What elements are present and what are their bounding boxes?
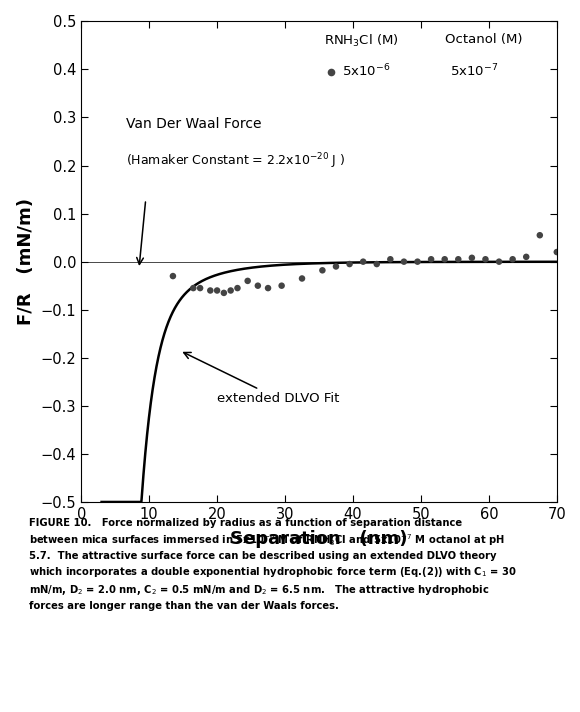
Point [212, 285, 222, 296]
Point [467, 252, 477, 263]
Y-axis label: F/R   (mN/m): F/R (mN/m) [17, 198, 35, 325]
Point [521, 251, 531, 263]
Text: Van Der Waal Force: Van Der Waal Force [126, 117, 262, 132]
Point [298, 273, 307, 284]
Point [195, 283, 205, 294]
Point [233, 283, 242, 294]
Point [372, 258, 382, 270]
Point [226, 285, 235, 296]
Point [440, 253, 450, 265]
Point [454, 253, 463, 265]
Text: Octanol (M): Octanol (M) [445, 33, 523, 46]
Point [386, 253, 395, 265]
Point [552, 246, 561, 258]
Point [413, 256, 422, 267]
Text: FIGURE 10.   Force normalized by radius as a function of separation distance
bet: FIGURE 10. Force normalized by radius as… [29, 518, 517, 611]
Point [481, 253, 490, 265]
Point [358, 256, 368, 267]
Text: 5x10$^{-6}$: 5x10$^{-6}$ [342, 63, 390, 79]
Text: RNH$_3$Cl (M): RNH$_3$Cl (M) [324, 33, 398, 49]
Point [277, 280, 287, 291]
Point [219, 287, 229, 298]
Point [263, 283, 273, 294]
Point [188, 283, 198, 294]
Point [243, 275, 252, 286]
Point [535, 229, 545, 241]
Point [345, 258, 354, 270]
Point [494, 256, 503, 267]
Text: extended DLVO Fit: extended DLVO Fit [184, 352, 339, 405]
Point [426, 253, 436, 265]
Point [331, 261, 340, 272]
Text: 5x10$^{-7}$: 5x10$^{-7}$ [450, 63, 498, 79]
Point [206, 285, 215, 296]
Point [168, 271, 177, 282]
Point [253, 280, 263, 291]
Point [318, 265, 327, 276]
Point [399, 256, 408, 267]
Text: (Hamaker Constant = 2.2x10$^{-20}$ J ): (Hamaker Constant = 2.2x10$^{-20}$ J ) [126, 151, 346, 171]
Point [508, 253, 517, 265]
X-axis label: Separation   (nm): Separation (nm) [230, 530, 408, 548]
